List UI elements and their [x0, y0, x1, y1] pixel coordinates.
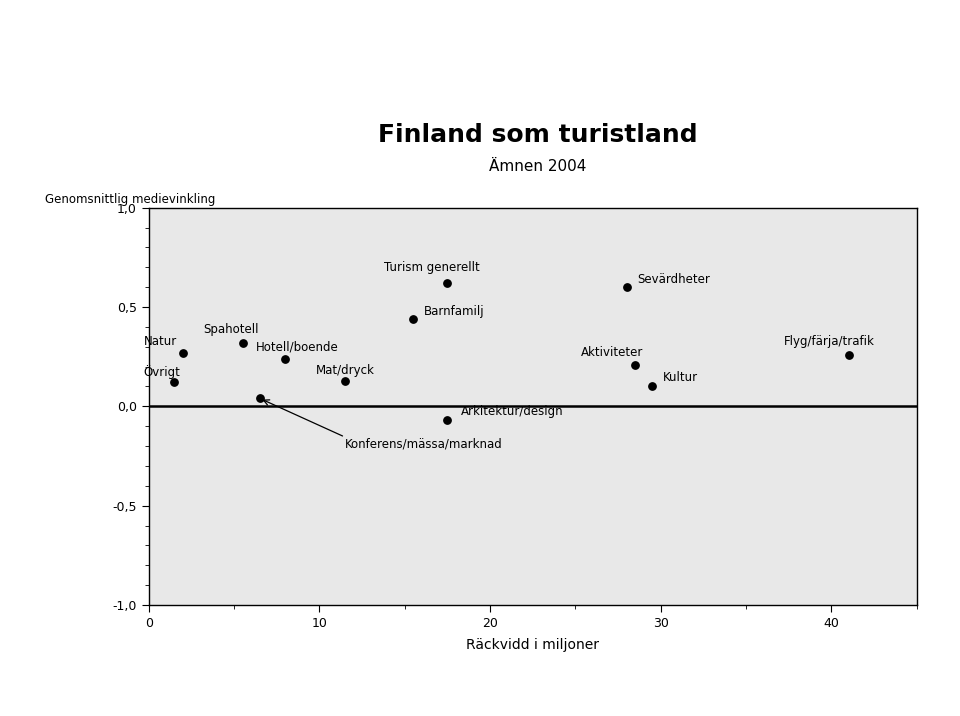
Point [252, 392, 268, 404]
Text: Arkitektur/design: Arkitektur/design [461, 405, 564, 418]
Point [440, 415, 455, 426]
X-axis label: Räckvidd i miljoner: Räckvidd i miljoner [467, 638, 599, 652]
Text: Hotell/boende: Hotell/boende [256, 341, 339, 354]
Text: Ämnen 2004: Ämnen 2004 [489, 159, 587, 174]
Text: Konferens/mässa/marknad: Konferens/mässa/marknad [345, 437, 503, 450]
Point [277, 353, 293, 364]
Text: Aktiviteter: Aktiviteter [581, 346, 643, 359]
Text: Natur: Natur [144, 334, 177, 348]
Point [619, 281, 635, 293]
Text: Övrigt: Övrigt [144, 364, 180, 379]
Point [235, 337, 251, 349]
Point [644, 381, 660, 392]
Text: Barnfamilj: Barnfamilj [423, 305, 484, 318]
Point [337, 374, 352, 386]
Point [406, 313, 421, 324]
Text: Flyg/färja/trafik: Flyg/färja/trafik [783, 334, 875, 348]
Text: Observer: Observer [871, 692, 960, 710]
Text: Finland som turistland: Finland som turistland [378, 122, 697, 147]
Text: Ämnesområden: Ämnesområden [34, 37, 422, 79]
Text: Mat/dryck: Mat/dryck [316, 364, 375, 377]
Text: Genomsnittlig medievinkling: Genomsnittlig medievinkling [45, 193, 215, 205]
Text: Spahotell: Spahotell [204, 323, 259, 336]
Text: Sevärdheter: Sevärdheter [636, 273, 709, 286]
Text: 6: 6 [914, 62, 926, 82]
Point [628, 359, 643, 370]
Text: Turism generellt: Turism generellt [384, 261, 480, 274]
Point [176, 347, 191, 359]
Point [841, 349, 856, 360]
Point [440, 277, 455, 289]
Text: Kultur: Kultur [662, 371, 698, 384]
Point [167, 377, 182, 388]
